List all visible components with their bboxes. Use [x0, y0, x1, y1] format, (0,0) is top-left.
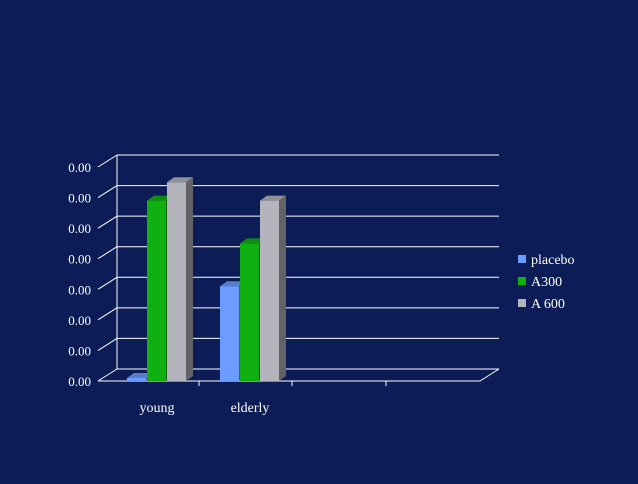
y-tick-label: 0.00 [68, 221, 91, 236]
gridline-depth [97, 246, 118, 260]
bar-side-a600 [186, 177, 193, 381]
y-tick-label: 0.00 [68, 343, 91, 358]
y-tick-label: 0.00 [68, 374, 91, 389]
bar-placebo-young [127, 377, 146, 381]
x-tick-label: young [140, 401, 175, 416]
legend-label: A300 [531, 275, 562, 290]
gridline-depth [97, 338, 118, 351]
bar-top-a300 [240, 238, 266, 244]
gridline-depth [97, 368, 118, 382]
legend-swatch-placebo [518, 255, 526, 263]
legend-label: A 600 [531, 297, 565, 312]
y-tick-label: 0.00 [68, 313, 91, 328]
bar-top-a600 [260, 195, 286, 201]
gridline-depth [97, 276, 118, 290]
legend-swatch-a300 [518, 277, 526, 285]
bar-top-a300 [147, 195, 173, 201]
legend-label: placebo [531, 253, 575, 268]
gridline-depth [97, 215, 118, 229]
bar-top-a600 [167, 177, 193, 183]
gridline-depth [97, 185, 118, 198]
y-tick-label: 0.00 [68, 282, 91, 297]
y-tick-label: 0.00 [68, 160, 91, 175]
x-tick-label: elderly [231, 401, 270, 416]
floor-depth-edge [479, 368, 500, 382]
bar-a600-elderly [260, 200, 279, 381]
bar-a300-young [147, 200, 166, 381]
bar-top-placebo [127, 372, 153, 378]
y-tick-label: 0.00 [68, 191, 91, 206]
gridline-depth [97, 307, 118, 321]
y-tick-label: 0.00 [68, 252, 91, 267]
bar-a600-young [167, 182, 186, 381]
bar-side-a600 [279, 195, 286, 381]
legend-swatch-a600 [518, 299, 526, 307]
bar-placebo-elderly [220, 286, 239, 381]
bar-top-placebo [220, 281, 246, 287]
bar-a300-elderly [240, 243, 259, 381]
gridline-depth [97, 154, 118, 168]
